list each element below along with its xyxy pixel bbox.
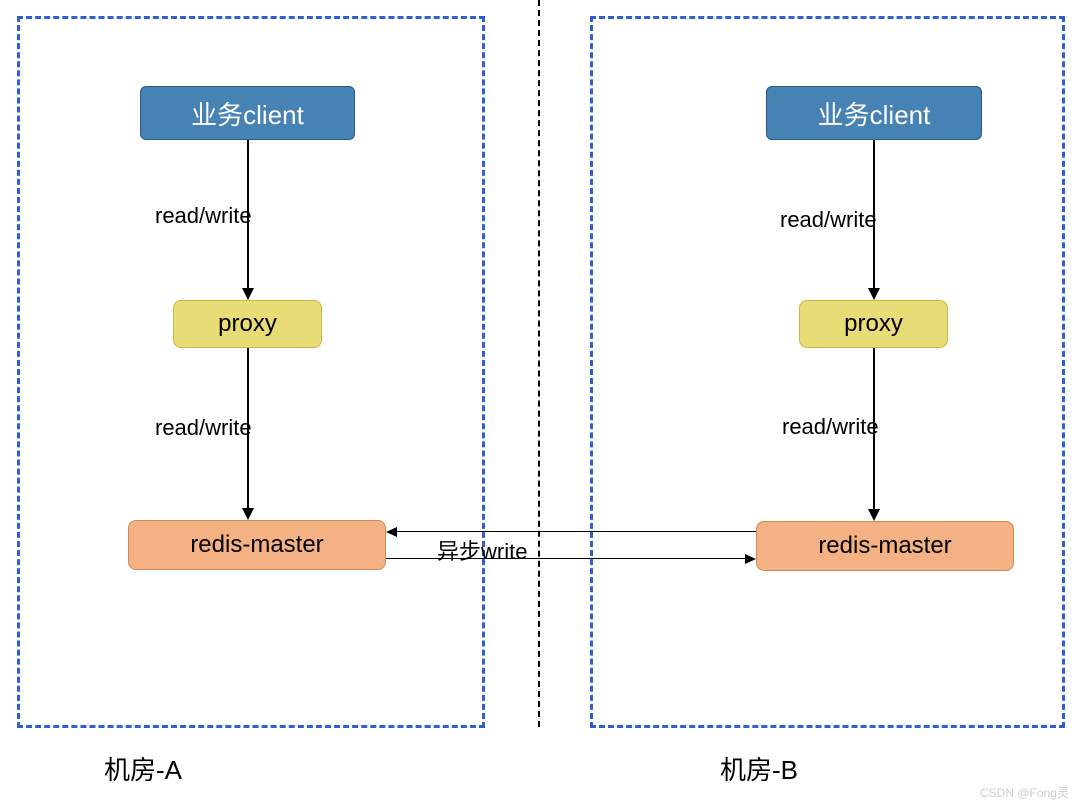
- client-a-label: 业务client: [191, 95, 304, 132]
- proxy-a-node: proxy: [173, 300, 322, 348]
- edge-a2-arrow-icon: [242, 508, 254, 520]
- center-divider: [538, 0, 540, 727]
- room-b-label: 机房-B: [720, 750, 798, 787]
- edge-a1-label: read/write: [155, 203, 252, 229]
- cross-edge-label: 异步write: [437, 534, 527, 566]
- edge-a2-label: read/write: [155, 415, 252, 441]
- edge-b2-arrow-icon: [868, 509, 880, 521]
- redis-b-node: redis-master: [756, 521, 1014, 571]
- edge-b2-label: read/write: [782, 414, 879, 440]
- edge-a1-arrow-icon: [242, 288, 254, 300]
- client-a-node: 业务client: [140, 86, 355, 140]
- cross-edge-top-line: [397, 531, 756, 532]
- client-b-node: 业务client: [766, 86, 982, 140]
- redis-a-node: redis-master: [128, 520, 386, 570]
- proxy-b-label: proxy: [844, 310, 903, 338]
- watermark-text: CSDN @Fong灵: [980, 784, 1069, 801]
- redis-a-label: redis-master: [190, 531, 323, 559]
- room-a-label: 机房-A: [104, 750, 182, 787]
- cross-edge-right-arrow-icon: [745, 554, 756, 564]
- proxy-a-label: proxy: [218, 310, 277, 338]
- client-b-label: 业务client: [818, 95, 931, 132]
- redis-b-label: redis-master: [818, 532, 951, 560]
- edge-b1-label: read/write: [780, 207, 877, 233]
- proxy-b-node: proxy: [799, 300, 948, 348]
- edge-b1-arrow-icon: [868, 288, 880, 300]
- cross-edge-left-arrow-icon: [386, 527, 397, 537]
